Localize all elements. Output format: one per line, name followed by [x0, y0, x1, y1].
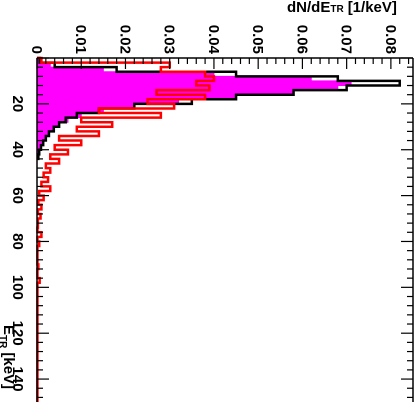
y-tick-label: 0 — [28, 46, 45, 54]
y-tick-label: 0.02 — [116, 25, 133, 54]
x-tick-label: 80 — [9, 233, 26, 250]
y-tick-label: 0.07 — [338, 25, 355, 54]
x-tick-label: 120 — [9, 321, 26, 346]
x-tick-label: 40 — [9, 141, 26, 158]
x-tick-label: 140 — [9, 367, 26, 392]
x-axis-title: ETR [keV] — [0, 325, 17, 389]
y-axis-title: dN/dETR [1/keV] — [287, 0, 397, 16]
y-axis-ticks: 0 0.01 0.02 0.03 0.04 0.05 0.06 0.07 0.08 — [28, 25, 410, 69]
series-2-line — [36, 56, 216, 402]
x-tick-label: 60 — [9, 187, 26, 204]
plot-series — [36, 56, 401, 402]
y-axis-title-main: dN/dE — [287, 0, 330, 16]
y-tick-label: 0.06 — [293, 25, 310, 54]
y-axis-title-unit: [1/keV] — [348, 0, 397, 16]
y-tick-label: 0.03 — [161, 25, 178, 54]
y-tick-label: 0.04 — [205, 25, 222, 55]
y-axis-title-subscript: TR — [330, 4, 344, 15]
y-tick-label: 0.01 — [72, 25, 89, 54]
x-axis-title-unit: [keV] — [0, 352, 17, 389]
x-tick-label: 20 — [9, 96, 26, 113]
y-tick-label: 0.05 — [249, 25, 266, 54]
y-tick-label: 0.08 — [382, 25, 399, 54]
x-tick-label: 100 — [9, 275, 26, 300]
x-axis-ticks: 20 40 60 80 100 120 140 — [9, 57, 413, 399]
x-axis-title-subscript: TR — [0, 335, 8, 349]
x-axis-title-main: E — [0, 325, 17, 335]
plot-frame — [36, 57, 414, 402]
